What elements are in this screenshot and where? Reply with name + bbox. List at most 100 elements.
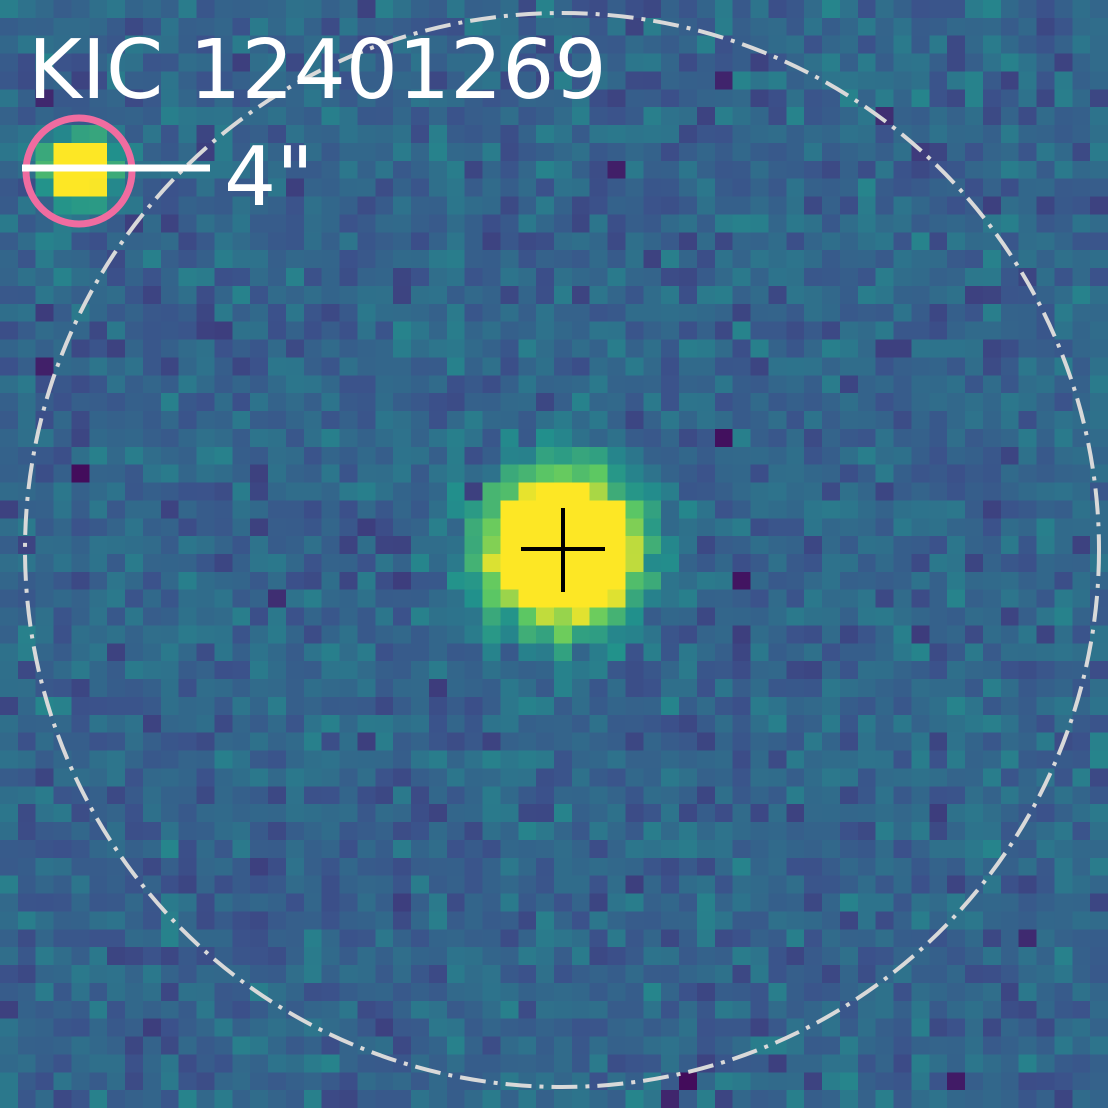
- pixel: [714, 750, 734, 770]
- pixel: [875, 589, 895, 609]
- pixel: [464, 554, 484, 573]
- pixel: [822, 53, 841, 73]
- pixel: [822, 750, 841, 770]
- pixel: [982, 285, 1002, 305]
- pixel: [857, 178, 877, 198]
- pixel: [500, 947, 519, 966]
- pixel: [178, 250, 198, 269]
- pixel: [160, 303, 180, 323]
- pixel: [750, 822, 770, 841]
- pixel: [536, 107, 555, 126]
- pixel: [875, 196, 895, 216]
- pixel: [679, 160, 698, 180]
- pixel: [1054, 607, 1073, 627]
- pixel: [982, 929, 1002, 948]
- pixel: [339, 607, 359, 627]
- pixel: [518, 411, 537, 430]
- pixel: [1072, 285, 1091, 305]
- pixel: [679, 679, 698, 698]
- pixel: [679, 947, 698, 966]
- pixel: [804, 321, 823, 341]
- pixel: [732, 768, 752, 787]
- pixel: [929, 1018, 948, 1038]
- pixel: [554, 643, 573, 662]
- pixel: [625, 589, 644, 609]
- pixel: [607, 89, 627, 108]
- pixel: [321, 250, 341, 269]
- pixel: [178, 643, 198, 662]
- pixel: [893, 536, 913, 555]
- pixel: [446, 285, 466, 305]
- pixel: [554, 250, 573, 269]
- pixel: [17, 268, 37, 287]
- pixel: [250, 375, 269, 394]
- pixel: [536, 142, 555, 162]
- pixel: [142, 53, 162, 73]
- pixel: [428, 411, 448, 430]
- pixel: [35, 250, 55, 269]
- pixel: [214, 446, 233, 466]
- pixel: [661, 518, 680, 537]
- pixel: [196, 464, 216, 484]
- pixel: [518, 178, 537, 198]
- pixel: [947, 285, 966, 305]
- pixel: [1036, 643, 1055, 662]
- pixel: [804, 339, 823, 359]
- pixel: [393, 679, 412, 698]
- pixel: [911, 589, 930, 609]
- pixel: [1036, 1018, 1055, 1038]
- pixel: [125, 947, 144, 966]
- pixel: [696, 500, 716, 519]
- pixel: [17, 750, 37, 770]
- pixel: [71, 464, 90, 484]
- pixel: [1000, 321, 1020, 341]
- pixel: [732, 1072, 752, 1091]
- pixel: [71, 375, 90, 394]
- pixel: [53, 303, 73, 323]
- pixel: [500, 679, 519, 698]
- pixel: [875, 947, 895, 966]
- pixel: [589, 107, 609, 126]
- pixel: [929, 804, 948, 823]
- pixel: [536, 339, 555, 359]
- pixel: [732, 696, 752, 716]
- pixel: [268, 125, 287, 144]
- pixel: [929, 786, 948, 805]
- pixel: [518, 625, 537, 644]
- pixel: [571, 125, 591, 144]
- pixel: [1036, 357, 1055, 376]
- pixel: [393, 482, 412, 501]
- pixel: [661, 89, 680, 108]
- pixel: [393, 196, 412, 216]
- pixel: [911, 482, 930, 501]
- pixel: [250, 268, 269, 287]
- pixel: [982, 178, 1002, 198]
- pixel: [822, 196, 841, 216]
- pixel: [732, 142, 752, 162]
- pixel: [321, 464, 341, 484]
- pixel: [857, 89, 877, 108]
- pixel: [393, 411, 412, 430]
- pixel: [1018, 446, 1038, 466]
- pixel: [357, 214, 376, 233]
- pixel: [875, 1090, 895, 1108]
- pixel: [786, 911, 805, 930]
- pixel: [589, 35, 609, 55]
- pixel: [482, 768, 501, 787]
- pixel: [571, 160, 591, 180]
- pixel: [357, 125, 376, 144]
- pixel: [589, 411, 609, 430]
- pixel: [411, 804, 430, 823]
- pixel: [518, 607, 537, 627]
- pixel: [89, 0, 108, 19]
- pixel: [17, 411, 37, 430]
- pixel: [732, 661, 752, 680]
- pixel: [107, 339, 126, 359]
- pixel: [303, 714, 323, 734]
- pixel: [464, 804, 484, 823]
- pixel: [554, 107, 573, 126]
- pixel: [804, 1054, 823, 1073]
- pixel: [839, 125, 859, 144]
- pixel: [268, 857, 287, 877]
- pixel: [875, 35, 895, 55]
